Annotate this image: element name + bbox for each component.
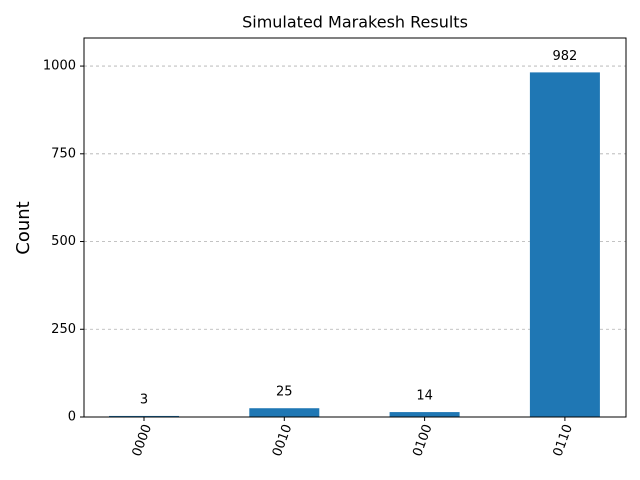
x-tick-label: 0010 xyxy=(270,422,295,458)
data-label: 3 xyxy=(140,392,148,407)
x-tick-label: 0100 xyxy=(410,422,435,458)
chart-title: Simulated Marakesh Results xyxy=(242,13,468,32)
bar xyxy=(529,72,600,417)
y-axis-label: Count xyxy=(13,201,34,254)
x-tick-label: 0000 xyxy=(130,422,155,458)
x-tick-label: 0110 xyxy=(551,422,576,458)
bar xyxy=(389,412,460,417)
bar xyxy=(249,408,320,417)
bar xyxy=(109,415,179,417)
plot-frame xyxy=(83,37,627,418)
y-tick-label: 0 xyxy=(68,410,76,425)
data-label: 14 xyxy=(416,389,433,404)
y-tick-label: 500 xyxy=(51,234,76,249)
y-tick-label: 750 xyxy=(51,146,76,161)
y-tick-label: 1000 xyxy=(43,59,76,74)
data-label: 25 xyxy=(276,385,293,400)
y-tick-label: 250 xyxy=(51,322,76,337)
data-label: 982 xyxy=(552,49,577,64)
